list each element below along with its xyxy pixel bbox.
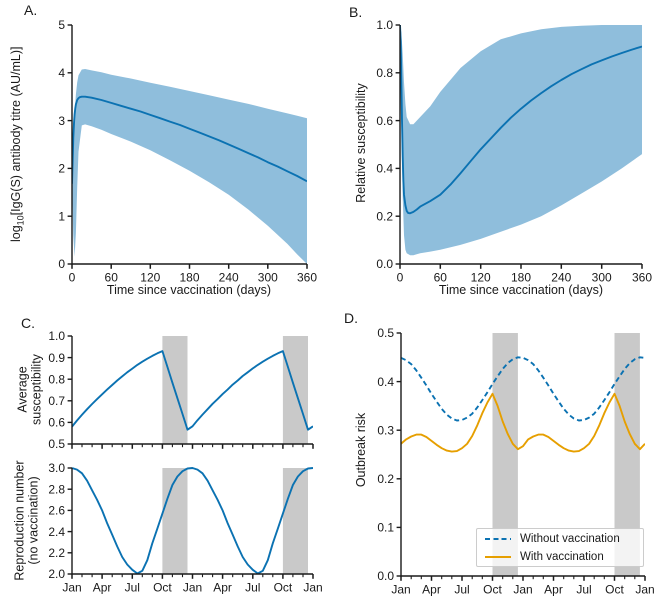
x-tick-label: Jan bbox=[62, 581, 81, 595]
y-tick-label: 2.4 bbox=[48, 525, 65, 539]
panel-label-c: C. bbox=[21, 315, 35, 331]
y-tick-label: 0 bbox=[58, 257, 65, 271]
series-line-c-bottom bbox=[72, 467, 313, 575]
x-tick-label: 60 bbox=[105, 271, 119, 285]
x-axis-label-b: Time since vaccination (days) bbox=[438, 283, 604, 297]
y-tick-label: 0.7 bbox=[48, 394, 65, 408]
y-tick-label: 0.4 bbox=[376, 162, 393, 176]
y-tick-label: 1 bbox=[58, 209, 65, 223]
seasonal-shading-band bbox=[162, 468, 188, 574]
y-axis-label-a-subscript: 10 bbox=[15, 215, 26, 226]
y-axis-label-a-rest: [IgG(S) antibody titre (AU/mL)] bbox=[8, 46, 23, 216]
y-tick-label: 0.9 bbox=[48, 351, 65, 365]
y-tick-label: 2.0 bbox=[48, 567, 65, 581]
x-tick-label: 180 bbox=[179, 271, 199, 285]
x-tick-label: 240 bbox=[219, 271, 239, 285]
x-tick-label: Jan bbox=[303, 581, 322, 595]
y-tick-label: 0.8 bbox=[48, 372, 65, 386]
x-tick-label: Jan bbox=[183, 581, 202, 595]
x-tick-label: Jul bbox=[125, 581, 140, 595]
x-tick-label: Jan bbox=[391, 583, 410, 597]
seasonal-shading-band bbox=[282, 468, 308, 574]
panel-label-a: A. bbox=[24, 2, 38, 18]
x-tick-label: Apr bbox=[422, 583, 441, 597]
x-tick-label: 60 bbox=[434, 271, 448, 285]
y-tick-label: 2.6 bbox=[48, 504, 65, 518]
series-line-with-vaccination bbox=[401, 392, 645, 453]
y-tick-label: 0.0 bbox=[376, 257, 393, 271]
x-tick-label: 360 bbox=[297, 271, 317, 285]
y-axis-label-a: log10[IgG(S) antibody titre (AU/mL)] bbox=[9, 4, 26, 284]
y-tick-label: 0.6 bbox=[48, 416, 65, 430]
y-tick-label: 2.2 bbox=[48, 546, 65, 560]
y-axis-label-d: Outbreak risk bbox=[354, 412, 368, 488]
y-tick-label: 0.1 bbox=[377, 521, 394, 535]
y-tick-label: 0.8 bbox=[376, 66, 393, 80]
y-tick-label: 0.2 bbox=[377, 472, 394, 486]
y-tick-label: 0.4 bbox=[377, 375, 394, 389]
x-tick-label: Jul bbox=[454, 583, 469, 597]
x-tick-label: 120 bbox=[140, 271, 160, 285]
x-tick-label: 360 bbox=[632, 271, 652, 285]
series-line-b bbox=[400, 24, 642, 215]
legend-dashed-line-sample bbox=[485, 537, 511, 540]
x-tick-label: Oct bbox=[153, 581, 172, 595]
y-axis-label-c-bottom: Reproduction number (no vaccination) bbox=[12, 431, 41, 598]
series-line-c-top bbox=[72, 350, 313, 431]
x-tick-label: 0 bbox=[397, 271, 404, 285]
x-tick-label: Apr bbox=[544, 583, 563, 597]
y-axis-label-c-bottom-line1: Reproduction number bbox=[12, 460, 27, 581]
y-axis-label-b: Relative susceptibility bbox=[354, 83, 368, 203]
y-tick-label: 1.0 bbox=[48, 329, 65, 343]
x-tick-label: Oct bbox=[483, 583, 502, 597]
x-tick-label: Jul bbox=[245, 581, 260, 595]
panel-label-d: D. bbox=[344, 310, 358, 326]
x-tick-label: Jan bbox=[513, 583, 532, 597]
y-tick-label: 0.0 bbox=[377, 569, 394, 583]
series-line-without-vaccination bbox=[401, 356, 645, 422]
legend-label-with-vaccination: With vaccination bbox=[520, 550, 604, 563]
x-tick-label: 240 bbox=[551, 271, 571, 285]
y-tick-label: 3.0 bbox=[48, 461, 65, 475]
legend-entry-without-vaccination: Without vaccination bbox=[477, 532, 643, 546]
x-tick-label: 120 bbox=[471, 271, 491, 285]
x-tick-label: 180 bbox=[511, 271, 531, 285]
x-tick-label: Jul bbox=[576, 583, 591, 597]
x-tick-label: Jan bbox=[635, 583, 654, 597]
x-axis-label-a: Time since vaccination (days) bbox=[106, 283, 272, 297]
y-tick-label: 0.3 bbox=[377, 423, 394, 437]
x-tick-label: Oct bbox=[274, 581, 293, 595]
y-tick-label: 3 bbox=[58, 114, 65, 128]
y-tick-label: 5 bbox=[58, 18, 65, 32]
y-tick-label: 2.8 bbox=[48, 482, 65, 496]
y-tick-label: 0.5 bbox=[48, 437, 65, 451]
x-tick-label: 0 bbox=[69, 271, 76, 285]
y-tick-label: 0.5 bbox=[377, 326, 394, 340]
x-tick-label: 300 bbox=[592, 271, 612, 285]
legend: Without vaccination With vaccination bbox=[476, 528, 644, 567]
legend-entry-with-vaccination: With vaccination bbox=[477, 550, 643, 564]
y-tick-label: 0.2 bbox=[376, 209, 393, 223]
panel-label-b: B. bbox=[349, 4, 363, 20]
x-tick-label: 300 bbox=[258, 271, 278, 285]
legend-label-without-vaccination: Without vaccination bbox=[520, 532, 620, 545]
y-tick-label: 0.6 bbox=[376, 114, 393, 128]
y-tick-label: 1.0 bbox=[376, 18, 393, 32]
x-tick-label: Oct bbox=[605, 583, 624, 597]
y-axis-label-c-bottom-line2: (no vaccination) bbox=[26, 476, 40, 565]
uncertainty-band bbox=[400, 25, 642, 256]
legend-solid-line-sample bbox=[485, 555, 511, 558]
y-tick-label: 4 bbox=[58, 66, 65, 80]
uncertainty-band bbox=[72, 69, 307, 264]
x-tick-label: Apr bbox=[93, 581, 112, 595]
y-axis-label-a-prefix: log bbox=[8, 225, 23, 243]
y-tick-label: 2 bbox=[58, 162, 65, 176]
series-line-a bbox=[72, 95, 307, 184]
x-tick-label: Apr bbox=[213, 581, 232, 595]
